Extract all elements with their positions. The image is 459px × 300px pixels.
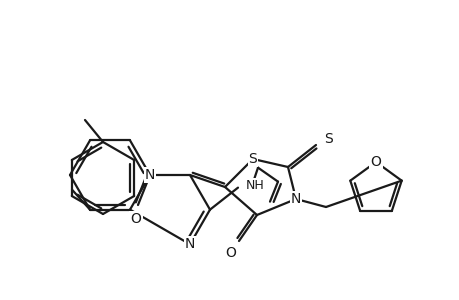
Text: N: N (185, 237, 195, 251)
Text: O: O (225, 246, 236, 260)
Text: NH: NH (246, 179, 264, 192)
Text: N: N (290, 192, 301, 206)
Text: S: S (323, 132, 332, 146)
Text: N: N (145, 168, 155, 182)
Text: S: S (248, 152, 257, 166)
Text: O: O (370, 155, 381, 169)
Text: O: O (130, 212, 141, 226)
